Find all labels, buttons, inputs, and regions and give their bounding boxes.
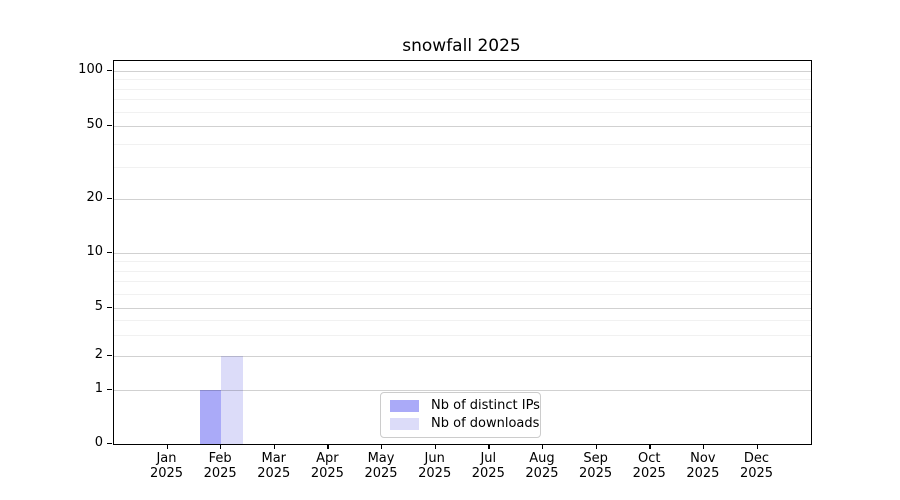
plot-area (113, 60, 812, 445)
x-tick-label-jan-2025: Jan 2025 (149, 451, 184, 481)
gridline-major-50 (114, 126, 811, 127)
x-tick-label-feb-2025: Feb 2025 (203, 451, 237, 481)
x-tick-mark-aug-2025 (541, 444, 544, 449)
chart-title: snowfall 2025 (402, 36, 521, 56)
x-tick-label-jun-2025: Jun 2025 (418, 451, 452, 481)
y-tick-mark-50 (107, 125, 112, 127)
gridline-minor-80 (114, 88, 811, 90)
x-tick-label-apr-2025: Apr 2025 (310, 451, 344, 481)
gridline-minor-70 (114, 99, 811, 101)
x-tick-mark-apr-2025 (327, 444, 329, 449)
y-tick-label-2: 2 (94, 347, 103, 362)
x-tick-mark-may-2025 (381, 444, 383, 449)
x-tick-mark-sep-2025 (595, 444, 597, 449)
x-tick-mark-jul-2025 (488, 444, 490, 449)
legend-label-distinct-ips: Nb of distinct IPs (431, 398, 540, 413)
y-tick-label-50: 50 (86, 117, 103, 132)
y-tick-label-5: 5 (94, 299, 103, 314)
x-tick-label-sep-2025: Sep 2025 (579, 451, 613, 481)
x-tick-mark-nov-2025 (702, 444, 705, 449)
gridline-major-2 (114, 356, 811, 357)
x-tick-label-may-2025: May 2025 (364, 451, 398, 481)
gridline-minor-3 (114, 334, 811, 336)
y-tick-mark-10 (107, 252, 112, 254)
x-tick-mark-jun-2025 (434, 444, 436, 449)
y-tick-mark-0 (107, 443, 112, 445)
legend-swatch-distinct-ips (390, 400, 419, 412)
legend-item-distinct-ips: Nb of distinct IPs (390, 399, 540, 413)
gridline-minor-4 (114, 319, 811, 321)
y-tick-label-10: 10 (86, 244, 103, 259)
x-tick-label-mar-2025: Mar 2025 (257, 451, 291, 481)
x-tick-mark-mar-2025 (273, 444, 276, 449)
y-tick-mark-100 (107, 70, 112, 72)
gridline-minor-40 (114, 143, 811, 145)
gridline-major-10 (114, 253, 811, 254)
legend-swatch-downloads (390, 418, 419, 430)
x-tick-mark-feb-2025 (220, 444, 222, 449)
x-tick-mark-dec-2025 (756, 444, 758, 449)
x-tick-mark-oct-2025 (649, 444, 651, 449)
gridline-major-1 (114, 389, 811, 391)
gridline-minor-30 (114, 166, 811, 168)
bar-nb-of-downloads-feb-2025 (221, 356, 243, 444)
bar-nb-of-distinct-ips-feb-2025 (199, 389, 222, 444)
x-tick-label-aug-2025: Aug 2025 (525, 451, 559, 481)
x-tick-label-jul-2025: Jul 2025 (471, 451, 505, 481)
y-tick-mark-5 (107, 307, 112, 309)
y-tick-mark-2 (107, 355, 112, 357)
gridline-minor-8 (114, 270, 811, 272)
gridline-minor-60 (114, 111, 811, 113)
gridline-major-100 (114, 71, 811, 72)
gridline-minor-90 (114, 79, 811, 81)
gridline-minor-7 (114, 281, 811, 283)
gridline-minor-6 (114, 293, 811, 295)
legend-item-downloads: Nb of downloads (390, 417, 539, 431)
legend: Nb of distinct IPs Nb of downloads (380, 392, 541, 438)
x-tick-label-nov-2025: Nov 2025 (686, 451, 720, 481)
gridline-minor-9 (114, 261, 811, 263)
y-tick-label-0: 0 (94, 435, 103, 450)
y-tick-mark-20 (107, 198, 112, 200)
y-tick-label-20: 20 (86, 190, 103, 205)
legend-label-downloads: Nb of downloads (431, 416, 540, 431)
x-tick-label-dec-2025: Dec 2025 (739, 451, 774, 481)
gridline-major-20 (114, 199, 811, 200)
gridline-major-5 (114, 308, 811, 309)
y-tick-mark-1 (107, 388, 112, 390)
x-tick-mark-jan-2025 (166, 444, 168, 449)
x-tick-label-oct-2025: Oct 2025 (632, 451, 666, 481)
y-tick-label-1: 1 (94, 380, 103, 396)
y-tick-label-100: 100 (78, 62, 103, 77)
